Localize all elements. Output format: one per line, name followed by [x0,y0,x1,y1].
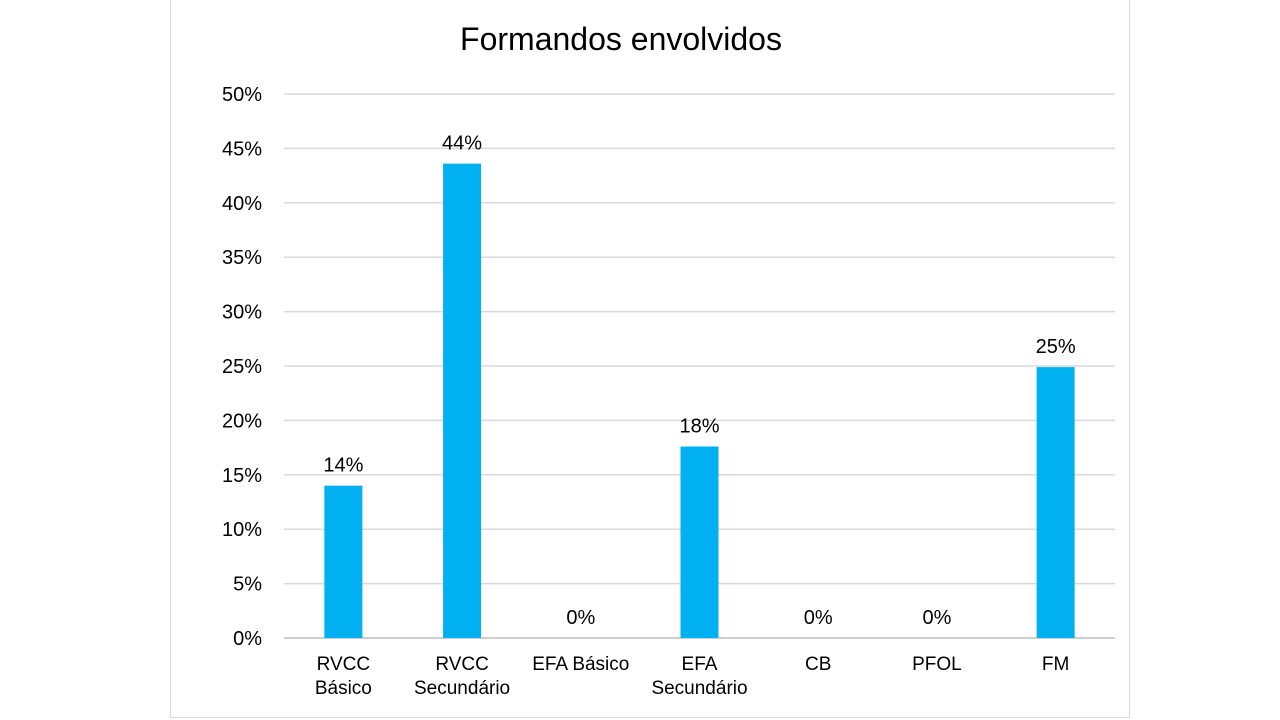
x-tick-label: RVCC [317,654,371,675]
data-label: 44% [442,133,482,155]
y-tick-label: 20% [222,410,262,432]
y-tick-label: 35% [222,247,262,269]
bar [1036,367,1075,638]
bar [443,163,482,638]
data-label: 0% [566,607,595,629]
bar [680,446,719,638]
x-tick-label: PFOL [912,654,962,675]
y-tick-label: 5% [233,574,262,596]
data-label: 25% [1036,336,1076,358]
y-tick-label: 40% [222,193,262,215]
x-tick-label: Secundário [414,678,510,699]
x-axis-category-labels: RVCC Básico RVCC Secundário EFA Básico EFA Sec… [315,654,1070,699]
x-tick-label: EFA Básico [532,654,629,675]
x-tick-label: EFA [682,654,718,675]
data-label: 0% [922,607,951,629]
x-tick-label: Básico [315,678,372,699]
y-tick-label: 25% [222,356,262,378]
data-labels: 14% 44% 0% 18% 0% 0% 25% [323,133,1076,629]
x-tick-label: RVCC [435,654,489,675]
data-label: 0% [804,607,833,629]
y-tick-label: 50% [222,84,262,106]
y-tick-label: 15% [222,465,262,487]
x-tick-label: Secundário [651,678,747,699]
data-label: 14% [323,455,363,477]
y-tick-label: 0% [233,628,262,650]
bar [324,485,363,638]
y-tick-label: 45% [222,138,262,160]
x-tick-label: FM [1042,654,1069,675]
y-tick-label: 30% [222,302,262,324]
y-axis-tick-labels: 0% 5% 10% 15% 20% 25% 30% 35% 40% 45% 50% [222,84,262,650]
bars [324,163,1075,638]
data-label: 18% [679,416,719,438]
y-tick-label: 10% [222,519,262,541]
x-tick-label: CB [805,654,831,675]
chart-title: Formandos envolvidos [460,21,782,57]
chart-frame [170,0,1130,718]
